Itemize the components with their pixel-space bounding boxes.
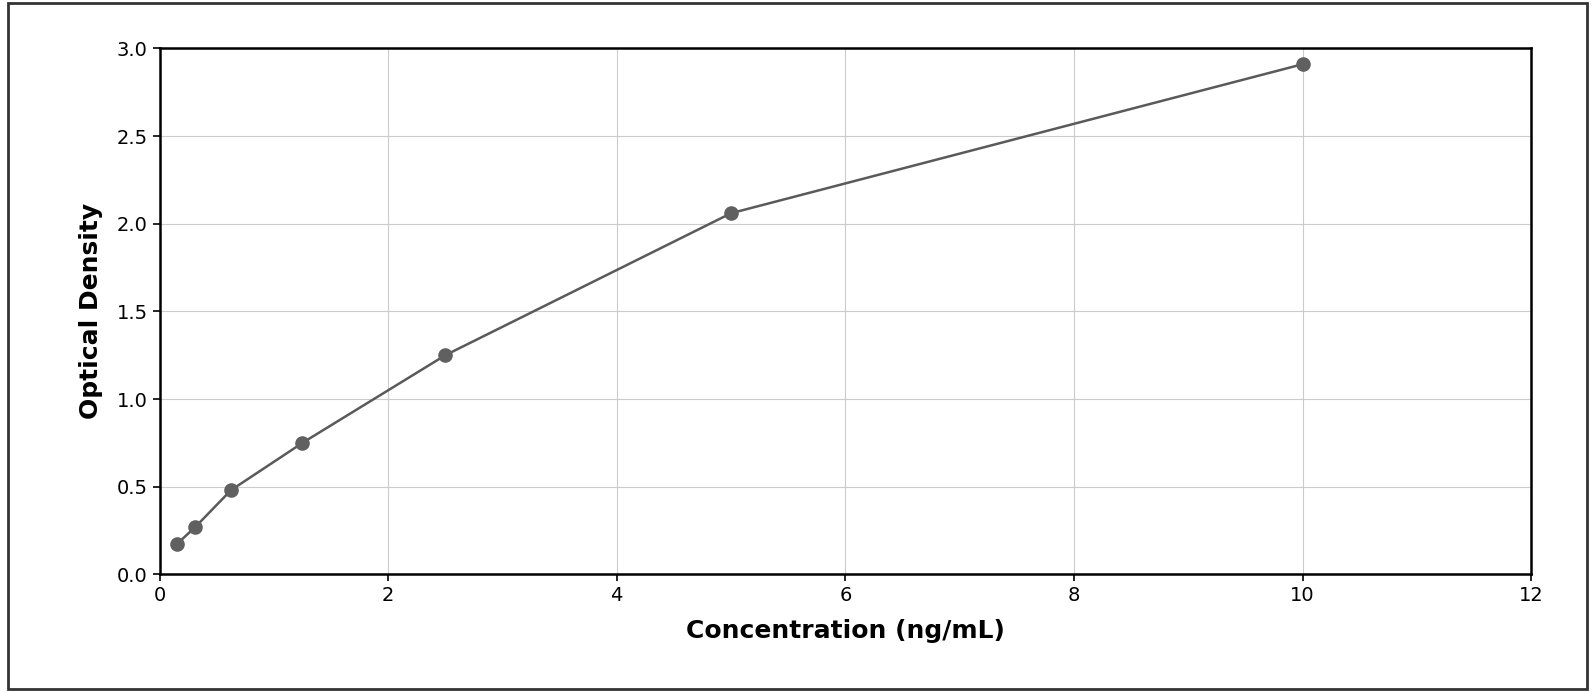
- Point: [432, 349, 458, 361]
- Point: [290, 437, 316, 448]
- Y-axis label: Optical Density: Optical Density: [78, 203, 102, 419]
- Point: [1290, 59, 1316, 70]
- Point: [164, 538, 190, 549]
- Point: [718, 208, 743, 219]
- X-axis label: Concentration (ng/mL): Concentration (ng/mL): [686, 619, 1005, 643]
- Point: [182, 522, 207, 533]
- Point: [219, 484, 244, 495]
